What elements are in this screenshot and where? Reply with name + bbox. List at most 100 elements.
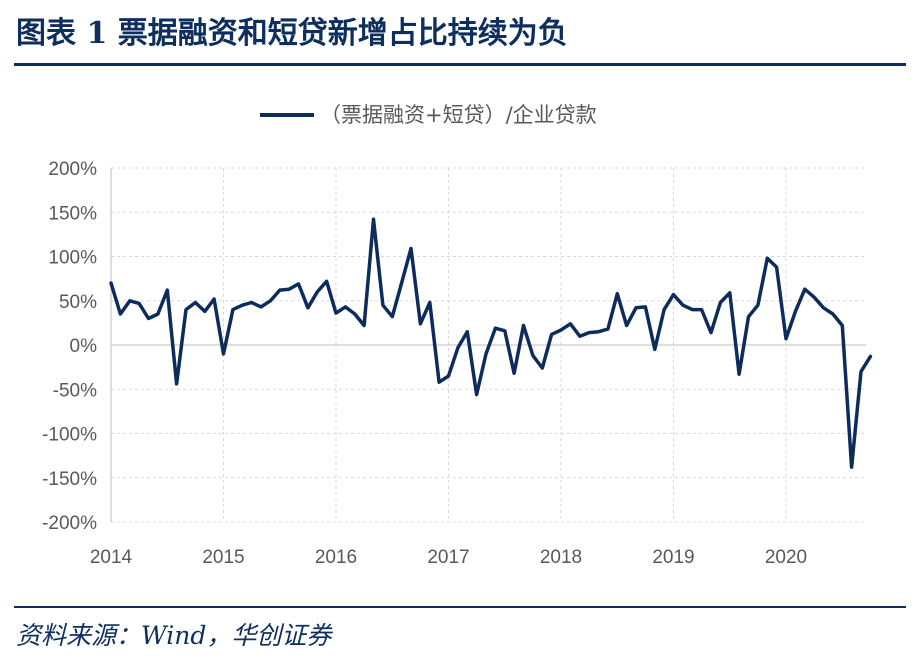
data-point [588,331,591,334]
data-point [513,372,516,375]
x-tick-label: 2015 [202,547,244,568]
data-point [410,247,413,250]
data-point [119,313,122,316]
data-point [353,313,356,316]
data-point [597,330,600,333]
data-point [522,324,525,327]
data-point [128,299,131,302]
x-tick-label: 2014 [90,547,133,568]
data-point [269,299,272,302]
data-point [447,375,450,378]
data-point [156,313,159,316]
y-tick-label: -150% [42,469,97,490]
data-point [728,291,731,294]
data-point [503,329,506,332]
x-tick-label: 2020 [765,547,807,568]
x-tick-label: 2019 [652,547,694,568]
data-point [710,331,713,334]
data-point [681,304,684,307]
data-point [766,257,769,260]
data-point [756,304,759,307]
data-point [147,317,150,320]
title-rule [14,63,906,66]
data-point [297,282,300,285]
data-point [456,346,459,349]
data-point [485,352,488,355]
y-tick-label: -200% [42,513,97,534]
x-tick-label: 2017 [427,547,469,568]
data-point [466,330,469,333]
data-point [635,306,638,309]
data-point [578,335,581,338]
data-point [803,288,806,291]
data-point [138,302,141,305]
data-point [241,304,244,307]
data-point [250,301,253,304]
data-point [194,301,197,304]
y-tick-label: 50% [59,292,97,313]
y-tick-label: -100% [42,425,97,446]
data-point [541,367,544,370]
legend-label: （票据融资+短贷）/企业贷款 [320,103,597,127]
data-point [831,313,834,316]
data-point [185,308,188,311]
data-point [335,312,338,315]
y-tick-label: 0% [70,336,98,357]
figure-title: 图表 1 票据融资和短贷新增占比持续为负 [16,16,568,51]
data-point [860,370,863,373]
line-chart: -200% -150% -100% -50% 0% 50% 100% 150% 200% 2014… [42,103,873,568]
data-point [288,288,291,291]
data-point [175,382,178,385]
data-point [110,282,113,285]
data-point [391,315,394,318]
data-point [625,324,628,327]
data-point [344,305,347,308]
data-point [569,322,572,325]
data-point [747,315,750,318]
data-point [719,301,722,304]
data-point [372,218,375,221]
y-tick-label: -50% [53,380,97,401]
series-line [109,217,873,469]
data-point [850,466,853,469]
data-point [785,337,788,340]
data-point [428,301,431,304]
data-point [531,354,534,357]
data-point [475,393,478,396]
data-point [550,333,553,336]
data-point [560,329,563,332]
data-point [606,328,609,331]
x-tick-label: 2018 [540,547,582,568]
data-point [325,280,328,283]
x-tick-label: 2016 [315,547,357,568]
y-tick-label: 100% [48,248,97,269]
data-point [644,305,647,308]
data-point [231,308,234,311]
data-point [869,355,872,358]
source-rule [14,606,906,608]
data-point [438,381,441,384]
data-point [494,327,497,330]
data-point [316,290,319,293]
data-point [700,308,703,311]
data-point [663,308,666,311]
data-point [278,289,281,292]
data-point [419,322,422,325]
y-tick-label: 150% [48,203,97,224]
data-point [794,310,797,313]
data-point [841,324,844,327]
data-point [260,305,263,308]
data-point [672,293,675,296]
source-note: 资料来源：Wind，华创证券 [16,621,332,650]
data-point [363,324,366,327]
data-point [691,308,694,311]
data-point [813,296,816,299]
data-point [775,266,778,269]
data-point [213,298,216,301]
data-point [653,348,656,351]
data-point [616,292,619,295]
data-point [306,306,309,309]
data-point [203,310,206,313]
data-point [738,373,741,376]
data-point [822,306,825,309]
